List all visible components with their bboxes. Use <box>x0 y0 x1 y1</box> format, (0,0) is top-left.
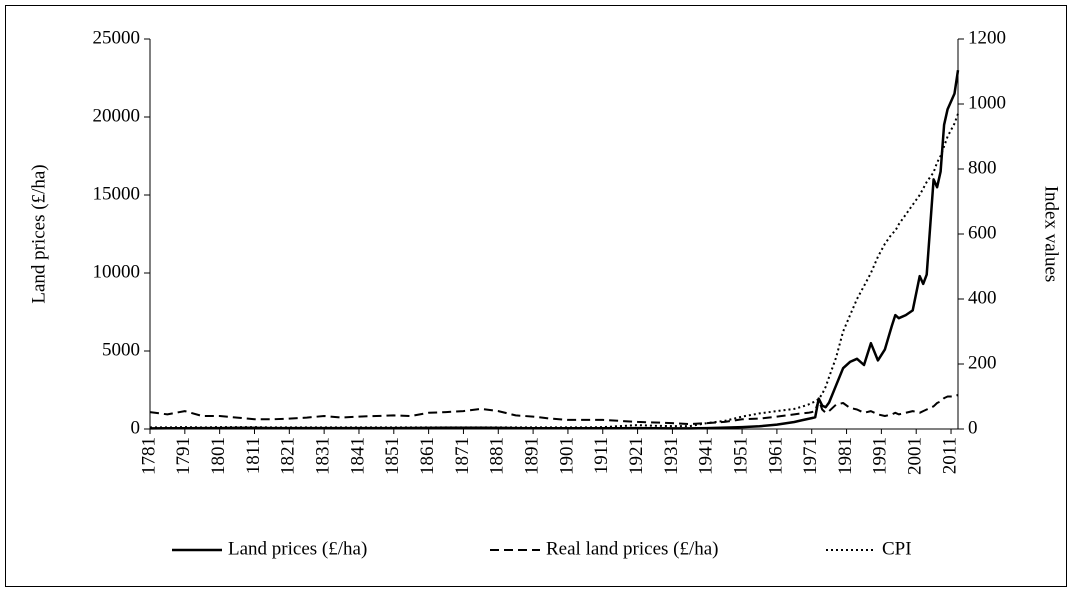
y-axis-label: Land prices (£/ha) <box>28 164 49 303</box>
x-tick-label: 1831 <box>312 437 333 475</box>
frame <box>5 5 1067 587</box>
x-tick-label: 1891 <box>521 437 542 475</box>
x-tick-label: 1921 <box>626 437 647 475</box>
x-tick-label: 1901 <box>556 437 577 475</box>
x-tick-label: 1821 <box>278 437 299 475</box>
series-line <box>149 393 959 426</box>
x-tick-label: 1841 <box>347 437 368 475</box>
y-tick-label: 15000 <box>93 183 141 204</box>
x-tick-label: 1931 <box>661 437 682 475</box>
x-tick-label: 1871 <box>452 437 473 475</box>
x-tick-label: 1791 <box>173 437 194 475</box>
y2-tick-label: 200 <box>968 352 997 373</box>
legend-label: Land prices (£/ha) <box>228 538 367 559</box>
x-tick-label: 1991 <box>870 437 891 475</box>
x-tick-label: 1861 <box>417 437 438 475</box>
x-tick-label: 1981 <box>835 437 856 475</box>
x-tick-label: 1961 <box>765 437 786 475</box>
y2-tick-label: 400 <box>968 287 997 308</box>
y-tick-label: 10000 <box>93 261 141 282</box>
x-tick-label: 2011 <box>939 437 960 474</box>
x-tick-label: 1941 <box>696 437 717 475</box>
y2-tick-label: 0 <box>968 417 978 438</box>
series-line <box>149 70 960 430</box>
x-tick-label: 1881 <box>487 437 508 475</box>
y2-tick-label: 1000 <box>968 92 1006 113</box>
x-tick-label: 1911 <box>591 437 612 474</box>
y-tick-label: 5000 <box>102 339 140 360</box>
x-tick-label: 1971 <box>800 437 821 475</box>
x-tick-label: 1801 <box>208 437 229 475</box>
y-tick-label: 0 <box>131 417 141 438</box>
y2-axis-label: Index values <box>1041 186 1062 283</box>
y2-tick-label: 800 <box>968 157 997 178</box>
x-tick-label: 1781 <box>138 437 159 475</box>
x-tick-label: 1951 <box>730 437 751 475</box>
legend-label: CPI <box>882 538 912 559</box>
x-tick-label: 2001 <box>905 437 926 475</box>
y2-tick-label: 600 <box>968 222 997 243</box>
x-tick-label: 1811 <box>243 437 264 474</box>
y-tick-label: 25000 <box>93 27 141 48</box>
legend-label: Real land prices (£/ha) <box>546 538 719 559</box>
y-tick-label: 20000 <box>93 105 141 126</box>
y2-tick-label: 1200 <box>968 27 1006 48</box>
x-tick-label: 1851 <box>382 437 403 475</box>
